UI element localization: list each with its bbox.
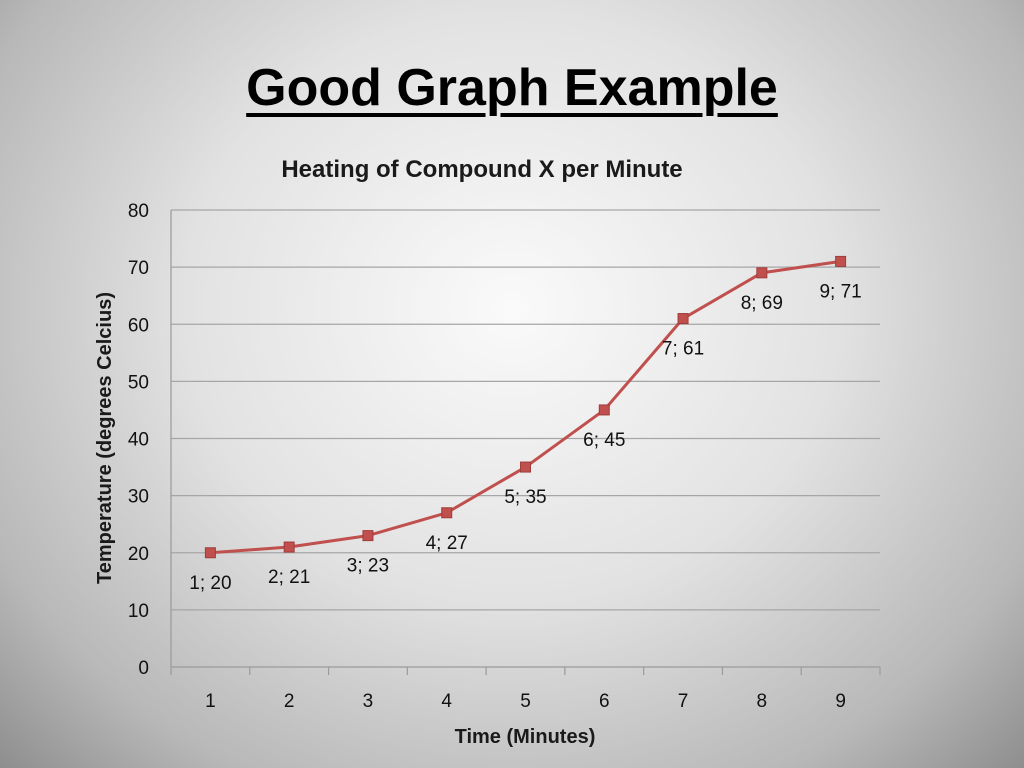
data-label: 4; 27 xyxy=(426,533,468,554)
x-tick-label: 2 xyxy=(284,691,295,712)
y-tick-label: 10 xyxy=(128,601,149,622)
data-label: 6; 45 xyxy=(583,430,625,451)
y-tick-label: 50 xyxy=(128,372,149,393)
data-point-marker xyxy=(441,507,453,519)
x-tick-label: 3 xyxy=(363,691,374,712)
data-label: 2; 21 xyxy=(268,567,310,588)
slide-title: Good Graph Example xyxy=(0,62,1024,114)
y-tick-label: 70 xyxy=(128,258,149,279)
axes xyxy=(170,210,881,675)
y-tick-label: 0 xyxy=(138,658,149,679)
data-labels: 1; 20 2; 21 3; 23 4; 27 5; 35 6; 45 7; 61 8; 69… xyxy=(189,281,861,593)
data-label: 8; 69 xyxy=(741,293,783,314)
data-point-marker xyxy=(520,461,531,473)
data-point-marker xyxy=(283,541,295,553)
x-tick-labels: 1 2 3 4 5 6 7 8 9 xyxy=(205,691,846,712)
y-tick-label: 30 xyxy=(128,487,149,508)
gridlines xyxy=(171,209,880,611)
y-axis-title: Temperature (degrees Celcius) xyxy=(94,292,116,584)
x-tick-label: 8 xyxy=(757,691,768,712)
x-tick-label: 7 xyxy=(678,691,689,712)
data-point-marker xyxy=(362,530,374,542)
series-markers xyxy=(204,255,847,559)
y-tick-labels: 0 10 20 30 40 50 60 70 80 xyxy=(128,201,149,679)
data-label: 9; 71 xyxy=(819,281,861,302)
x-axis-title: Time (Minutes) xyxy=(455,726,596,748)
x-tick-label: 6 xyxy=(599,691,610,712)
data-label: 7; 61 xyxy=(662,339,704,360)
slide-title-text: Good Graph Example xyxy=(246,59,778,117)
chart-title: Heating of Compound X per Minute xyxy=(281,156,682,183)
data-label: 1; 20 xyxy=(189,573,231,594)
x-tick-label: 1 xyxy=(205,691,216,712)
data-label: 5; 35 xyxy=(504,487,546,508)
x-tick-label: 9 xyxy=(835,691,846,712)
y-tick-label: 20 xyxy=(128,544,149,565)
data-point-marker xyxy=(835,255,847,267)
y-tick-label: 40 xyxy=(128,430,149,451)
data-point-marker xyxy=(598,404,610,416)
y-tick-label: 80 xyxy=(128,201,149,222)
x-tick-label: 4 xyxy=(441,691,452,712)
data-label: 3; 23 xyxy=(347,556,389,577)
data-point-marker xyxy=(204,547,216,559)
data-point-marker xyxy=(756,267,768,279)
y-tick-label: 60 xyxy=(128,315,149,336)
data-point-marker xyxy=(677,313,689,325)
x-tick-label: 5 xyxy=(520,691,531,712)
